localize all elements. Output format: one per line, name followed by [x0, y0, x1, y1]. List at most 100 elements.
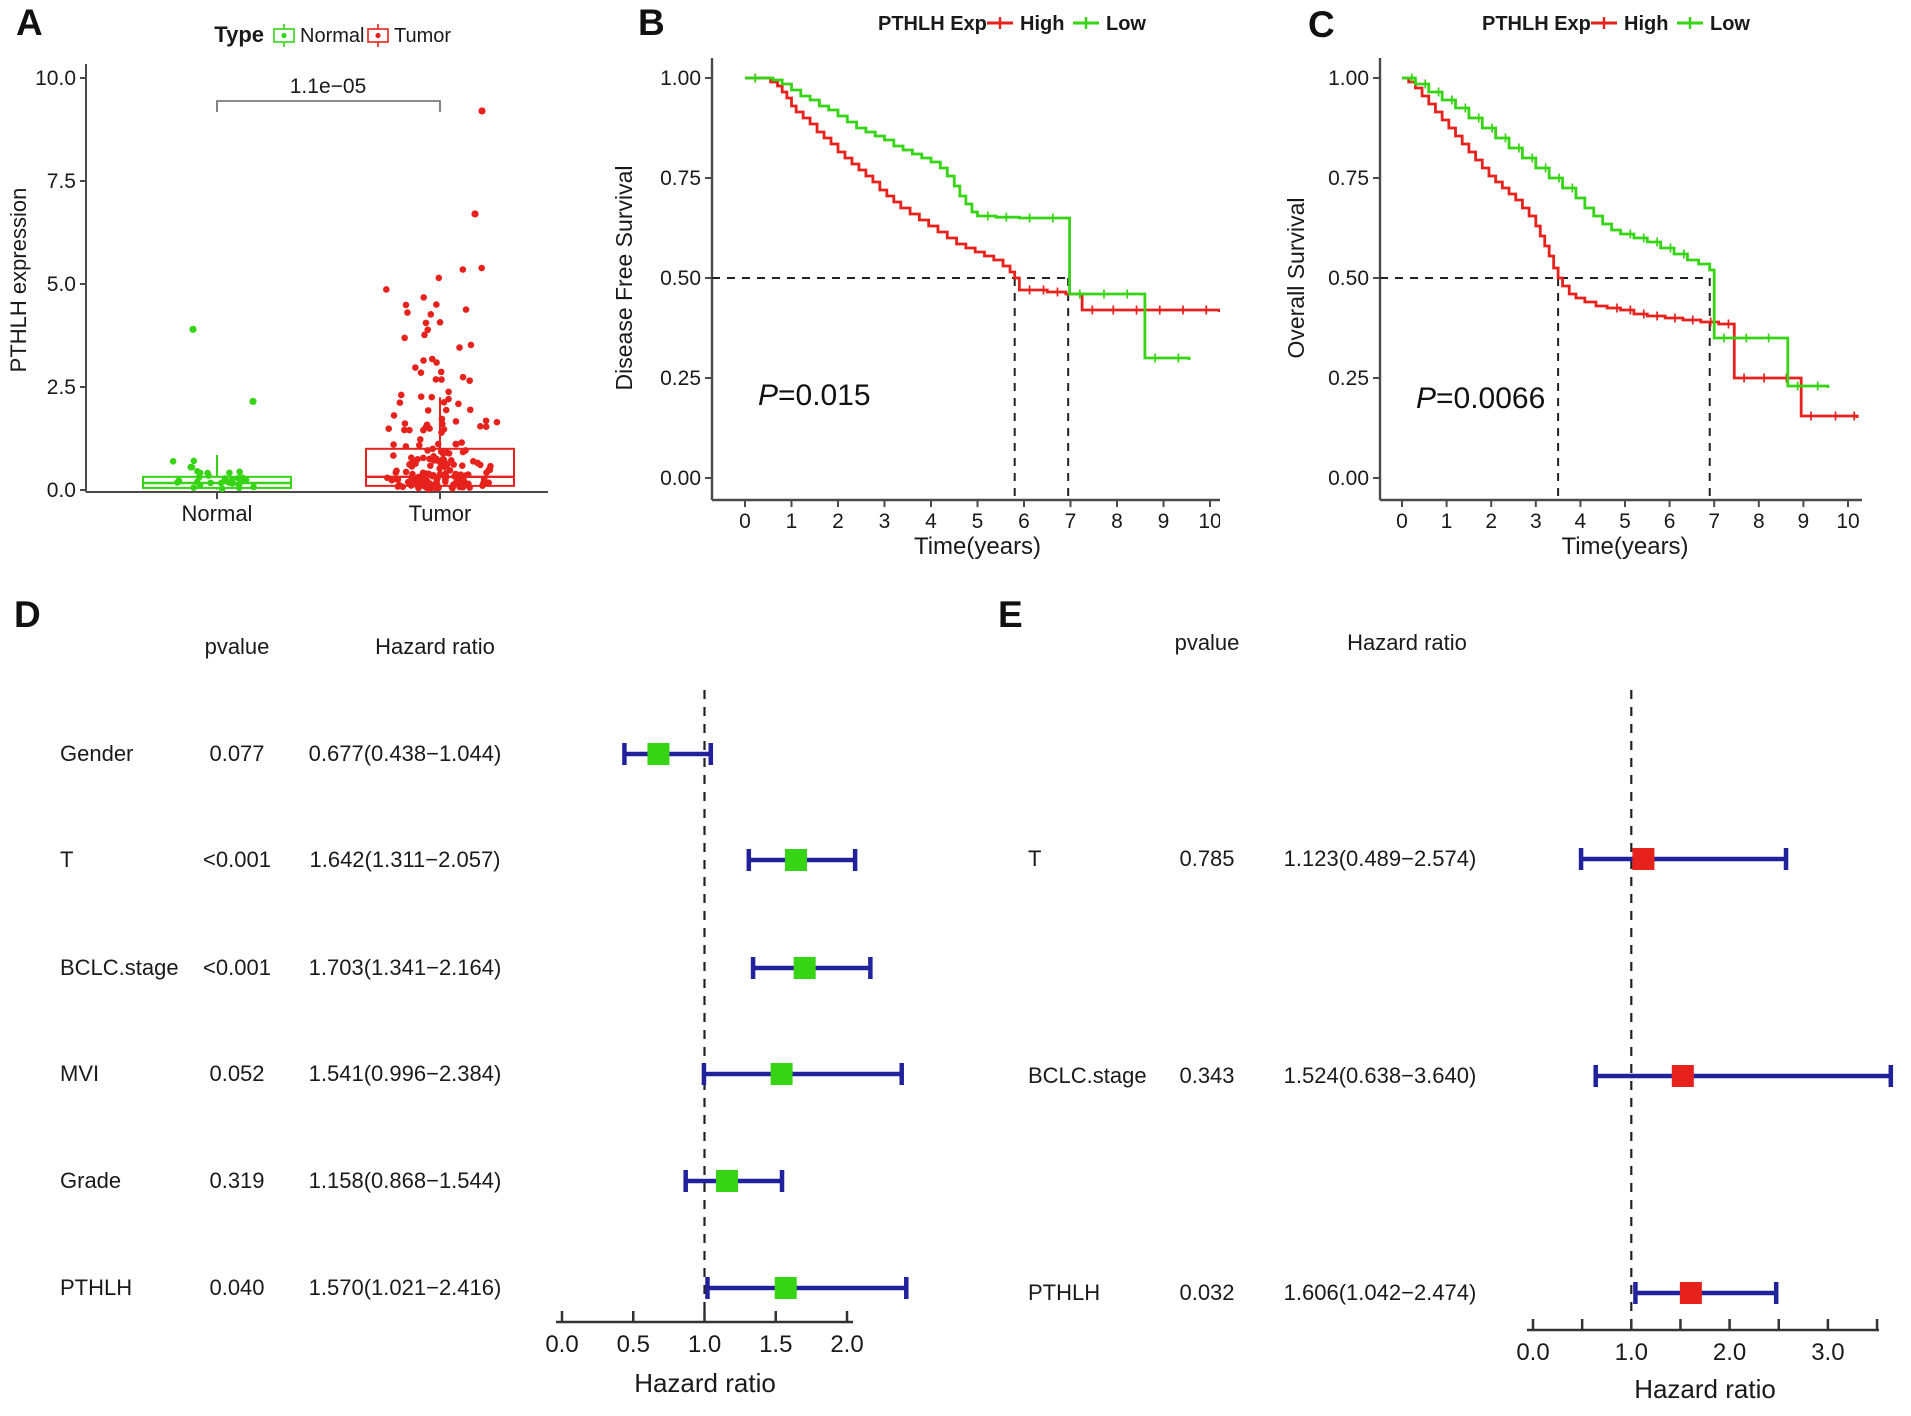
- km-x-tick-label: 0: [1396, 510, 1408, 533]
- km-legend-marker-high: [987, 17, 1013, 29]
- forest-x-axis-title: Hazard ratio: [1634, 1374, 1776, 1404]
- forest-row-pvalue: 0.785: [1179, 846, 1234, 871]
- forest-hr-marker: [793, 957, 816, 979]
- a-y-tick-label: 10.0: [35, 67, 76, 90]
- km-x-tick-label: 6: [1664, 510, 1676, 533]
- forest-row-hr-text: 1.123(0.489−2.574): [1284, 846, 1477, 871]
- forest-x-tick-label: 1.0: [688, 1331, 721, 1358]
- forest-row-label: T: [1028, 846, 1041, 871]
- km-legend-marker-low: [1073, 17, 1099, 29]
- forest-row-hr-text: 1.524(0.638−3.640): [1284, 1063, 1477, 1088]
- km-x-tick-label: 1: [1441, 510, 1453, 533]
- a-y-axis-title: PTHLH expression: [6, 188, 31, 373]
- jitter-points-tumor: [383, 107, 501, 493]
- km-curve-low: [1402, 76, 1830, 388]
- panel-c-km-os-chart: 0.00 0.25 0.50 0.75 1.00 0 1 2 3 4 5 6 7 8 9 10 Time(yea…: [1283, 13, 1862, 560]
- forest-x-tick-label: 1.5: [759, 1331, 792, 1358]
- a-y-tick-label: 7.5: [47, 170, 76, 193]
- jitter-points-normal: [169, 325, 257, 493]
- km-x-tick-label: 5: [972, 510, 984, 533]
- panel-label-a: A: [16, 2, 43, 43]
- km-censor-marks-high: [1612, 303, 1859, 421]
- a-legend-title: Type: [214, 22, 264, 47]
- forest-bar-bclc-stage: [1593, 1065, 1894, 1087]
- panel-label-d: D: [14, 594, 41, 635]
- km-x-tick-label: 3: [1530, 510, 1542, 533]
- km-x-tick-label: 9: [1158, 510, 1170, 533]
- forest-row-pvalue: 0.343: [1179, 1063, 1234, 1088]
- km-x-tick-label: 4: [1575, 510, 1587, 533]
- a-legend-label: Normal: [300, 25, 364, 47]
- panel-d-forest-plot: pvalue Hazard ratio Gender 0.077 0.677(0.438…: [60, 634, 909, 1398]
- forest-row-hr-text: 1.541(0.996−2.384): [309, 1061, 502, 1086]
- km-legend-label: Low: [1106, 13, 1146, 35]
- forest-x-tick-label: 0.5: [617, 1331, 650, 1358]
- forest-col-header-pvalue: pvalue: [1175, 630, 1240, 655]
- km-y-tick-label: 1.00: [1328, 67, 1369, 90]
- forest-row-label: PTHLH: [60, 1275, 132, 1300]
- forest-row-label: Gender: [60, 741, 133, 766]
- forest-x-axis-title: Hazard ratio: [634, 1368, 776, 1398]
- km-x-tick-label: 1: [786, 510, 798, 533]
- km-legend-title: PTHLH Exp: [1482, 13, 1591, 35]
- km-x-tick-label: 2: [832, 510, 844, 533]
- forest-row-label: MVI: [60, 1061, 99, 1086]
- a-y-tick-label: 2.5: [47, 376, 76, 399]
- significance-value: 1.1e−05: [290, 75, 367, 98]
- forest-x-tick-label: 1.0: [1615, 1339, 1648, 1366]
- km-x-tick-label: 10: [1198, 510, 1220, 533]
- forest-bar-bclc-stage: [750, 957, 873, 979]
- panel-a-boxplot-chart: 0.0 2.5 5.0 7.5 10.0 PTHLH expression Type Norm…: [6, 22, 548, 526]
- km-y-tick-label: 1.00: [660, 67, 701, 90]
- forest-col-header-hr: Hazard ratio: [375, 634, 495, 659]
- forest-hr-marker: [716, 1170, 739, 1192]
- forest-bar-pthlh: [705, 1277, 909, 1299]
- km-y-tick-label: 0.50: [1328, 267, 1369, 290]
- forest-x-tick-label: 3.0: [1811, 1339, 1844, 1366]
- forest-row-hr-text: 1.158(0.868−1.544): [309, 1168, 502, 1193]
- panel-label-e: E: [998, 594, 1023, 635]
- forest-bar-pthlh: [1633, 1282, 1779, 1304]
- forest-row-pvalue: <0.001: [203, 847, 271, 872]
- km-x-tick-label: 9: [1798, 510, 1810, 533]
- forest-col-header-hr: Hazard ratio: [1347, 630, 1467, 655]
- forest-bar-t: [1578, 848, 1789, 870]
- km-x-tick-label: 8: [1111, 510, 1123, 533]
- forest-hr-marker: [1632, 848, 1655, 870]
- km-x-tick-label: 3: [879, 510, 891, 533]
- km-legend-label: Low: [1710, 13, 1750, 35]
- a-y-tick-label: 0.0: [47, 479, 76, 502]
- forest-row-pvalue: 0.032: [1179, 1280, 1234, 1305]
- forest-row-pvalue: 0.040: [209, 1275, 264, 1300]
- km-x-axis-title: Time(years): [914, 533, 1041, 560]
- forest-hr-marker: [1679, 1282, 1702, 1304]
- km-y-tick-label: 0.00: [1328, 467, 1369, 490]
- panel-e-forest-plot: pvalue Hazard ratio T 0.785 1.123(0.489−2.57…: [1028, 630, 1894, 1404]
- km-y-tick-label: 0.50: [660, 267, 701, 290]
- km-legend-label: High: [1020, 13, 1064, 35]
- km-x-tick-label: 5: [1619, 510, 1631, 533]
- panel-b-km-dfs-chart: 0.00 0.25 0.50 0.75 1.00 0 1 2 3 4 5 6 7 8 9 10 Time(yea…: [611, 13, 1220, 560]
- forest-row-hr-text: 1.642(1.311−2.057): [309, 847, 500, 872]
- forest-row-pvalue: 0.052: [209, 1061, 264, 1086]
- km-legend-marker-high: [1591, 17, 1617, 29]
- km-x-tick-label: 10: [1836, 510, 1859, 533]
- forest-row-label: Grade: [60, 1168, 121, 1193]
- km-legend-marker-low: [1677, 17, 1703, 29]
- forest-row-hr-text: 1.570(1.021−2.416): [309, 1275, 502, 1300]
- km-x-axis-title: Time(years): [1561, 533, 1688, 560]
- km-legend-label: High: [1624, 13, 1668, 35]
- a-legend-label: Tumor: [394, 25, 451, 47]
- km-x-tick-label: 8: [1753, 510, 1765, 533]
- km-censor-marks-low: [750, 73, 1183, 363]
- km-x-tick-label: 6: [1018, 510, 1030, 533]
- forest-row-pvalue: 0.319: [209, 1168, 264, 1193]
- forest-row-pvalue: <0.001: [203, 955, 271, 980]
- km-y-tick-label: 0.75: [1328, 167, 1369, 190]
- boxplot-legend-icon: [367, 24, 389, 47]
- km-x-tick-label: 7: [1708, 510, 1720, 533]
- km-y-tick-label: 0.25: [1328, 367, 1369, 390]
- panel-label-c: C: [1308, 4, 1335, 45]
- km-y-tick-label: 0.75: [660, 167, 701, 190]
